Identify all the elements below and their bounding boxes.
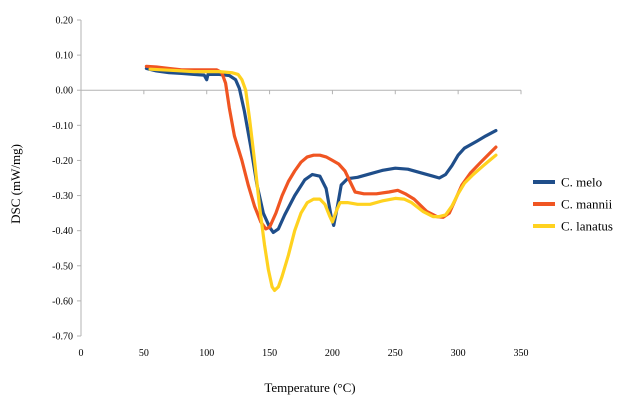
series-group: [144, 64, 498, 292]
x-axis-title: Temperature (°C): [264, 380, 355, 395]
x-tick-label: 350: [514, 348, 529, 359]
x-tick-label: 100: [199, 348, 214, 359]
y-tick-label: 0.00: [56, 86, 74, 97]
legend-label: C. mannii: [561, 197, 613, 212]
legend: C. melo C. mannii C. lanatus: [533, 175, 613, 234]
legend-swatch: [533, 224, 555, 228]
x-tick-label: 150: [262, 348, 277, 359]
series-line-c-lanatus: [148, 67, 498, 292]
x-tick-label: 300: [451, 348, 466, 359]
x-tick-label: 200: [325, 348, 340, 359]
series-line-c-melo: [144, 66, 498, 234]
y-tick-label: 0.10: [56, 51, 74, 62]
y-tick-label: 0.20: [56, 16, 74, 27]
y-tick-label: -0.20: [52, 156, 73, 167]
y-tick-label: -0.50: [52, 261, 73, 272]
y-axis-title: DSC (mW/mg): [8, 144, 23, 224]
legend-swatch: [533, 180, 555, 184]
y-tick-label: -0.60: [52, 296, 73, 307]
y-tick-label: -0.70: [52, 332, 73, 343]
legend-label: C. lanatus: [561, 219, 613, 234]
y-tick-label: -0.10: [52, 121, 73, 132]
legend-label: C. melo: [561, 175, 602, 190]
y-tick-label: -0.30: [52, 191, 73, 202]
y-tick-label: -0.40: [52, 226, 73, 237]
x-tick-label: 250: [388, 348, 403, 359]
legend-swatch: [533, 202, 555, 206]
axes: 0.20 0.10 0.00 -0.10 -0.20 -0.30 -0.40 -0.50 -0.…: [52, 16, 528, 360]
x-tick-label: 50: [139, 348, 149, 359]
x-tick-label: 0: [79, 348, 84, 359]
